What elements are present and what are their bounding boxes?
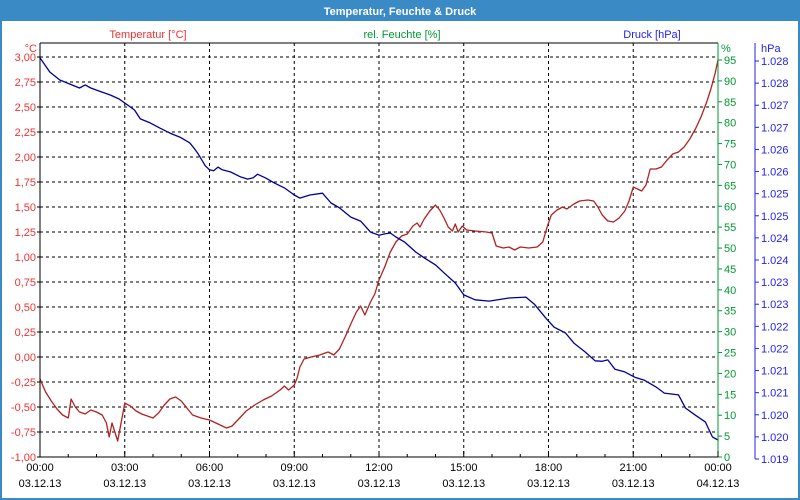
temp-tick-label: 1,75	[15, 177, 36, 189]
humidity-tick-label: 95	[724, 55, 736, 67]
pressure-tick-label: 1.027	[761, 122, 789, 134]
temp-tick-label: 0,75	[15, 277, 36, 289]
x-time-label: 06:00	[196, 462, 224, 474]
series-temperatur	[39, 59, 719, 442]
pressure-tick-label: 1.020	[761, 432, 789, 444]
pressure-tick-label: 1.024	[761, 255, 789, 267]
humidity-tick-label: 20	[724, 368, 736, 380]
temp-tick-label: 0,00	[15, 352, 36, 364]
pressure-tick-label: 1.023	[761, 277, 789, 289]
tick-labels: 3,00 2,75 2,50 2,25 2,00 1,75 1,50 1,25 1,00 0,75…	[11, 52, 789, 490]
humidity-tick-label: 5	[724, 431, 730, 443]
pressure-unit-label: hPa	[761, 43, 781, 55]
humidity-tick-label: 40	[724, 285, 736, 297]
temp-tick-label: 2,50	[15, 102, 36, 114]
temperature-unit-label: °C	[25, 43, 37, 55]
pressure-tick-label: 1.025	[761, 211, 789, 223]
pressure-tick-label: 1.026	[761, 144, 789, 156]
temperature-axis-title: Temperatur [°C]	[109, 29, 186, 41]
humidity-tick-label: 10	[724, 410, 736, 422]
x-date-label: 03.12.13	[188, 478, 231, 490]
pressure-tick-label: 1.027	[761, 100, 789, 112]
x-time-label: 15:00	[450, 462, 478, 474]
temp-tick-label: -1,00	[11, 452, 36, 464]
x-date-label: 03.12.13	[527, 478, 570, 490]
temp-tick-label: 3,00	[15, 52, 36, 64]
temp-tick-label: 1,50	[15, 202, 36, 214]
humidity-tick-label: 15	[724, 389, 736, 401]
series-druck	[39, 57, 719, 441]
pressure-tick-label: 1.022	[761, 321, 789, 333]
humidity-tick-label: 30	[724, 327, 736, 339]
humidity-unit-label: %	[721, 43, 731, 55]
humidity-tick-label: 60	[724, 201, 736, 213]
pressure-tick-label: 1.021	[761, 366, 789, 378]
humidity-tick-label: 75	[724, 139, 736, 151]
x-time-label: 12:00	[365, 462, 393, 474]
pressure-tick-label: 1.025	[761, 189, 789, 201]
pressure-tick-label: 1.028	[761, 56, 789, 68]
x-date-label: 03.12.13	[273, 478, 316, 490]
pressure-tick-label: 1.019	[761, 454, 789, 466]
axes	[37, 42, 759, 460]
x-time-label: 09:00	[280, 462, 308, 474]
x-date-label: 03.12.13	[612, 478, 655, 490]
x-date-label: 03.12.13	[103, 478, 146, 490]
humidity-axis-title: rel. Feuchte [%]	[363, 29, 440, 41]
temp-tick-label: 2,75	[15, 77, 36, 89]
pressure-tick-label: 1.020	[761, 410, 789, 422]
temp-tick-label: 0,25	[15, 327, 36, 339]
pressure-tick-label: 1.023	[761, 299, 789, 311]
temp-tick-label: 1,00	[15, 252, 36, 264]
temp-tick-label: -0,50	[11, 402, 36, 414]
x-date-label: 03.12.13	[358, 478, 401, 490]
pressure-axis-title: Druck [hPa]	[623, 29, 680, 41]
pressure-tick-label: 1.021	[761, 388, 789, 400]
temp-tick-label: -0,75	[11, 427, 36, 439]
x-date-label: 03.12.13	[19, 478, 62, 490]
pressure-tick-label: 1.024	[761, 233, 789, 245]
data-series	[39, 57, 719, 442]
humidity-tick-label: 25	[724, 348, 736, 360]
x-time-label: 00:00	[704, 462, 732, 474]
pressure-tick-label: 1.022	[761, 343, 789, 355]
humidity-tick-label: 50	[724, 243, 736, 255]
humidity-tick-label: 45	[724, 264, 736, 276]
window-title: Temperatur, Feuchte & Druck	[324, 6, 477, 18]
humidity-tick-label: 90	[724, 76, 736, 88]
x-time-label: 03:00	[111, 462, 139, 474]
humidity-tick-label: 55	[724, 222, 736, 234]
humidity-tick-label: 80	[724, 118, 736, 130]
temp-tick-label: 2,00	[15, 152, 36, 164]
x-time-label: 00:00	[26, 462, 54, 474]
humidity-tick-label: 65	[724, 180, 736, 192]
x-time-label: 18:00	[535, 462, 563, 474]
humidity-tick-label: 85	[724, 97, 736, 109]
x-time-label: 21:00	[619, 462, 647, 474]
title-bar	[0, 0, 800, 21]
x-date-label: 04.12.13	[697, 478, 740, 490]
x-date-label: 03.12.13	[442, 478, 485, 490]
pressure-tick-label: 1.028	[761, 78, 789, 90]
temp-tick-label: 1,25	[15, 227, 36, 239]
humidity-tick-label: 35	[724, 306, 736, 318]
pressure-tick-label: 1.026	[761, 167, 789, 179]
temp-tick-label: 2,25	[15, 127, 36, 139]
temp-tick-label: 0,50	[15, 302, 36, 314]
temp-tick-label: -0,25	[11, 377, 36, 389]
humidity-tick-label: 70	[724, 159, 736, 171]
humidity-tick-label: 0	[724, 452, 730, 464]
